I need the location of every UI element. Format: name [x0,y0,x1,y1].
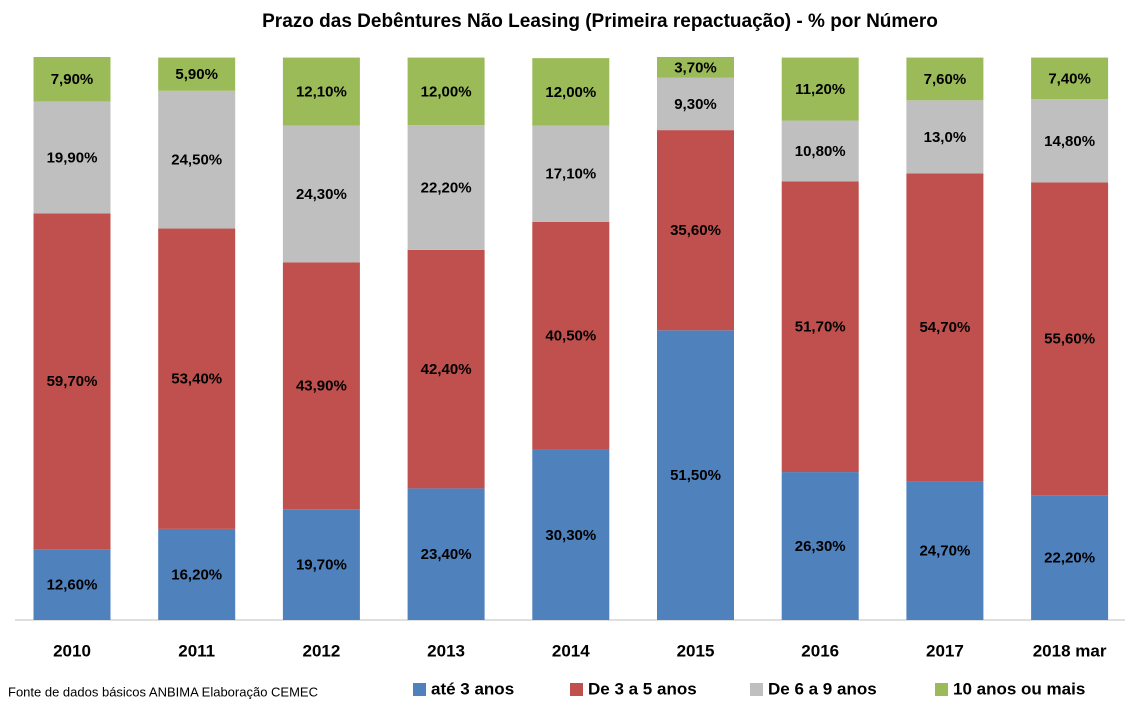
bar-segment [158,90,236,229]
value-label: 22,20% [421,179,472,196]
value-label: 51,70% [795,319,846,336]
value-label: 12,60% [47,577,98,594]
bar-segment [657,130,734,331]
value-label: 3,70% [674,59,717,76]
x-tick-label: 2014 [552,641,590,660]
bar-segment [33,101,111,214]
x-tick-label: 2016 [801,641,839,660]
x-tick-label: 2015 [677,641,715,660]
value-label: 30,30% [545,527,596,544]
value-label: 24,70% [919,543,970,560]
value-label: 14,80% [1044,133,1095,150]
bar-segment [532,221,610,450]
source-note: Fonte de dados básicos ANBIMA Elaboração… [8,684,318,699]
legend-label: De 6 a 9 anos [768,679,877,698]
value-label: 51,50% [670,467,721,484]
value-label: 11,20% [795,81,845,98]
value-label: 13,0% [924,129,967,146]
bar-segment [1031,182,1109,496]
value-label: 12,10% [296,84,347,101]
bar-segment [407,125,485,250]
bar-segment [906,100,984,174]
legend-label: De 3 a 5 anos [588,679,697,698]
x-tick-label: 2010 [53,641,91,660]
bar-segment [781,120,859,182]
legend-label: até 3 anos [431,679,514,698]
bar-segment [906,481,984,620]
value-label: 23,40% [421,546,472,563]
value-label: 10,80% [795,143,846,160]
value-label: 9,30% [674,96,717,113]
value-label: 42,40% [421,361,472,378]
bar-segment [33,549,111,620]
x-tick-label: 2012 [302,641,340,660]
legend-swatch [750,683,763,696]
bar-segment [282,262,360,510]
legend-swatch [570,683,583,696]
x-tick-label: 2013 [427,641,465,660]
bar-segment [407,57,485,126]
value-label: 19,70% [296,557,347,574]
value-label: 55,60% [1044,331,1095,348]
x-tick-label: 2011 [178,641,215,660]
bar-segment [158,528,236,620]
bar-segment [282,509,360,620]
bar-segment [1031,57,1109,100]
value-label: 16,20% [171,566,222,583]
value-label: 12,00% [545,84,596,101]
bar-segment [657,57,734,78]
x-tick-label: 2018 mar [1033,641,1107,660]
bar-segment [1031,99,1109,183]
value-label: 7,60% [924,71,967,88]
bar-segment [282,125,360,263]
bar-segment [282,57,360,126]
value-label: 40,50% [545,328,596,345]
value-label: 35,60% [670,222,721,239]
bar-segment [33,213,111,550]
chart-title: Prazo das Debêntures Não Leasing (Primei… [262,11,938,32]
value-label: 54,70% [919,319,970,336]
value-label: 7,40% [1048,70,1091,87]
legend-label: 10 anos ou mais [953,679,1085,698]
value-label: 26,30% [795,538,846,555]
bar-segment [1031,495,1109,620]
legend-swatch [413,683,426,696]
bar-segment [906,57,984,101]
bar-segment [407,488,485,620]
bar-segment [407,249,485,489]
bar-segment [158,57,236,91]
bar-segment [657,77,734,131]
bar-segment [781,57,859,121]
value-label: 7,90% [51,71,94,88]
bar-segment [906,173,984,482]
bar-segment [33,57,111,102]
value-label: 24,50% [171,152,222,169]
bar-segment [781,181,859,473]
value-label: 24,30% [296,186,347,203]
value-label: 22,20% [1044,550,1095,567]
value-label: 19,90% [47,149,98,166]
value-label: 17,10% [545,166,596,183]
value-label: 59,70% [47,373,98,390]
value-label: 43,90% [296,378,347,395]
bar-segment [532,58,610,126]
bar-segment [532,125,610,222]
value-label: 53,40% [171,371,222,388]
bar-segment [781,472,859,620]
bar-segment [657,330,734,620]
bar-segment [158,228,236,529]
value-label: 5,90% [175,66,218,83]
value-label: 12,00% [421,83,472,100]
x-tick-label: 2017 [926,641,964,660]
bar-segment [532,449,610,620]
legend-swatch [935,683,948,696]
